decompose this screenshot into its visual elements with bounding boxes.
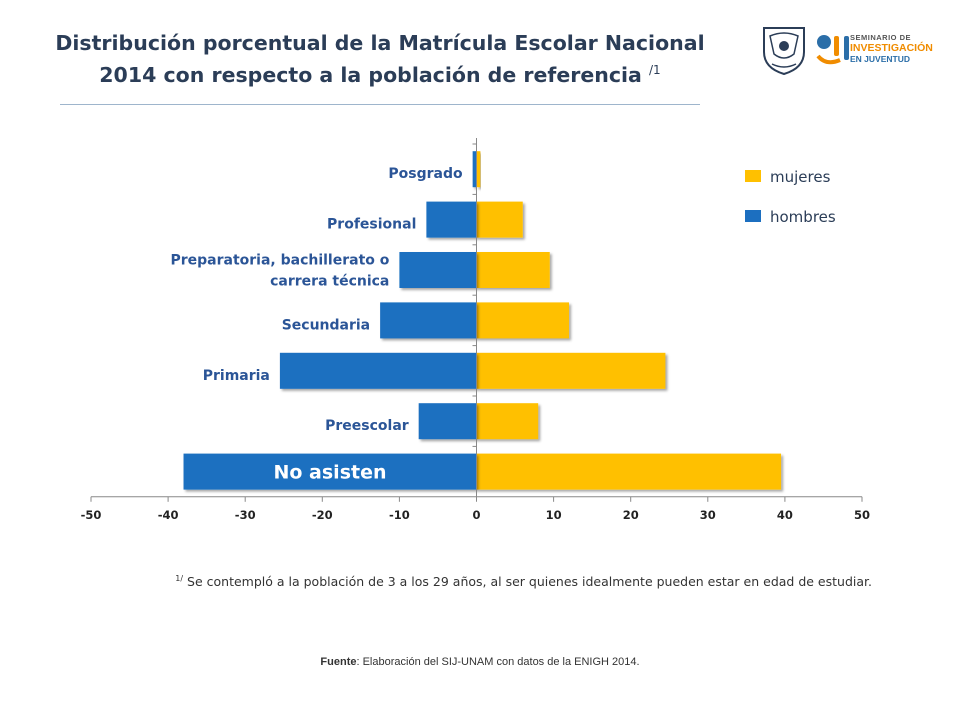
- category-label-6: No asisten: [273, 462, 386, 484]
- bar-mujeres-5: [476, 403, 539, 440]
- bar-hombres-3: [380, 302, 477, 339]
- x-tick-label-9: 40: [777, 508, 793, 522]
- x-tick-label-7: 20: [623, 508, 639, 522]
- bar-mujeres-3: [476, 302, 570, 339]
- bars-layer: [183, 151, 782, 490]
- footnote-mark: 1/: [175, 574, 184, 583]
- category-label-1: Profesional: [327, 217, 416, 233]
- source-label: Fuente: [320, 656, 357, 668]
- legend-swatch-hombres: [745, 210, 761, 222]
- source-note: Fuente: Elaboración del SIJ-UNAM con dat…: [200, 656, 760, 668]
- bar-hombres-1: [426, 201, 477, 238]
- legend-swatch-mujeres: [745, 170, 761, 182]
- bar-hombres-5: [418, 403, 477, 440]
- bar-hombres-0: [472, 151, 477, 188]
- title-line-2-text: 2014 con respecto a la población de refe…: [99, 62, 642, 87]
- x-tick-label-10: 50: [854, 508, 870, 522]
- x-tick-label-5: 0: [472, 508, 480, 522]
- footnote-text: Se contempló a la población de 3 a los 2…: [187, 574, 872, 590]
- title-line-1: Distribución porcentual de la Matrícula …: [55, 31, 705, 55]
- category-label-3: Secundaria: [282, 317, 370, 333]
- logo-line-3: EN JUVENTUD: [850, 54, 910, 64]
- bar-mujeres-1: [476, 201, 523, 238]
- x-tick-label-1: -40: [158, 508, 179, 522]
- population-pyramid-chart: -50 -40 -30 -20 -10 0 10 20 30 40 50 Posgrado Profe…: [81, 138, 870, 522]
- footnote: 1/ Se contempló a la población de 3 a lo…: [60, 570, 872, 591]
- title-line-2: 2014 con respecto a la población de refe…: [30, 57, 730, 89]
- x-tick-label-4: -10: [389, 508, 410, 522]
- bar-hombres-2: [399, 252, 477, 288]
- category-label-4: Primaria: [203, 368, 270, 384]
- logo-line-1: SEMINARIO DE: [850, 33, 912, 42]
- x-axis: -50 -40 -30 -20 -10 0 10 20 30 40 50: [81, 138, 870, 522]
- category-label-5: Preescolar: [325, 418, 409, 434]
- source-text: : Elaboración del SIJ-UNAM con datos de …: [356, 656, 640, 668]
- x-tick-label-2: -30: [235, 508, 256, 522]
- title-divider: [60, 104, 700, 105]
- bar-mujeres-6: [476, 453, 782, 490]
- title-footnote-mark: /1: [649, 63, 661, 77]
- unam-crest-icon: [763, 27, 805, 76]
- bar-mujeres-0: [476, 151, 481, 188]
- legend-label-hombres: hombres: [770, 208, 836, 226]
- bar-hombres-6: [183, 453, 477, 490]
- legend: mujeres hombres: [745, 168, 836, 226]
- header-logos: SEMINARIO DE INVESTIGACIÓN EN JUVENTUD: [760, 22, 960, 82]
- legend-label-mujeres: mujeres: [770, 168, 831, 186]
- x-tick-label-6: 10: [546, 508, 562, 522]
- bar-mujeres-2: [476, 252, 550, 288]
- category-labels: Posgrado Profesional Preparatoria, bachill…: [170, 166, 463, 483]
- bar-mujeres-4: [476, 352, 666, 389]
- x-tick-label-0: -50: [81, 508, 102, 522]
- x-tick-label-3: -20: [312, 508, 333, 522]
- sij-logo-icon: [816, 35, 849, 65]
- category-label-0: Posgrado: [388, 166, 463, 182]
- bar-hombres-4: [279, 352, 477, 389]
- x-tick-label-8: 30: [700, 508, 716, 522]
- chart-title: Distribución porcentual de la Matrícula …: [30, 30, 730, 89]
- category-label-2: Preparatoria, bachillerato o carrera técn…: [170, 253, 389, 290]
- logo-line-2: INVESTIGACIÓN: [850, 42, 933, 54]
- sij-logo-text: SEMINARIO DE INVESTIGACIÓN EN JUVENTUD: [850, 32, 960, 65]
